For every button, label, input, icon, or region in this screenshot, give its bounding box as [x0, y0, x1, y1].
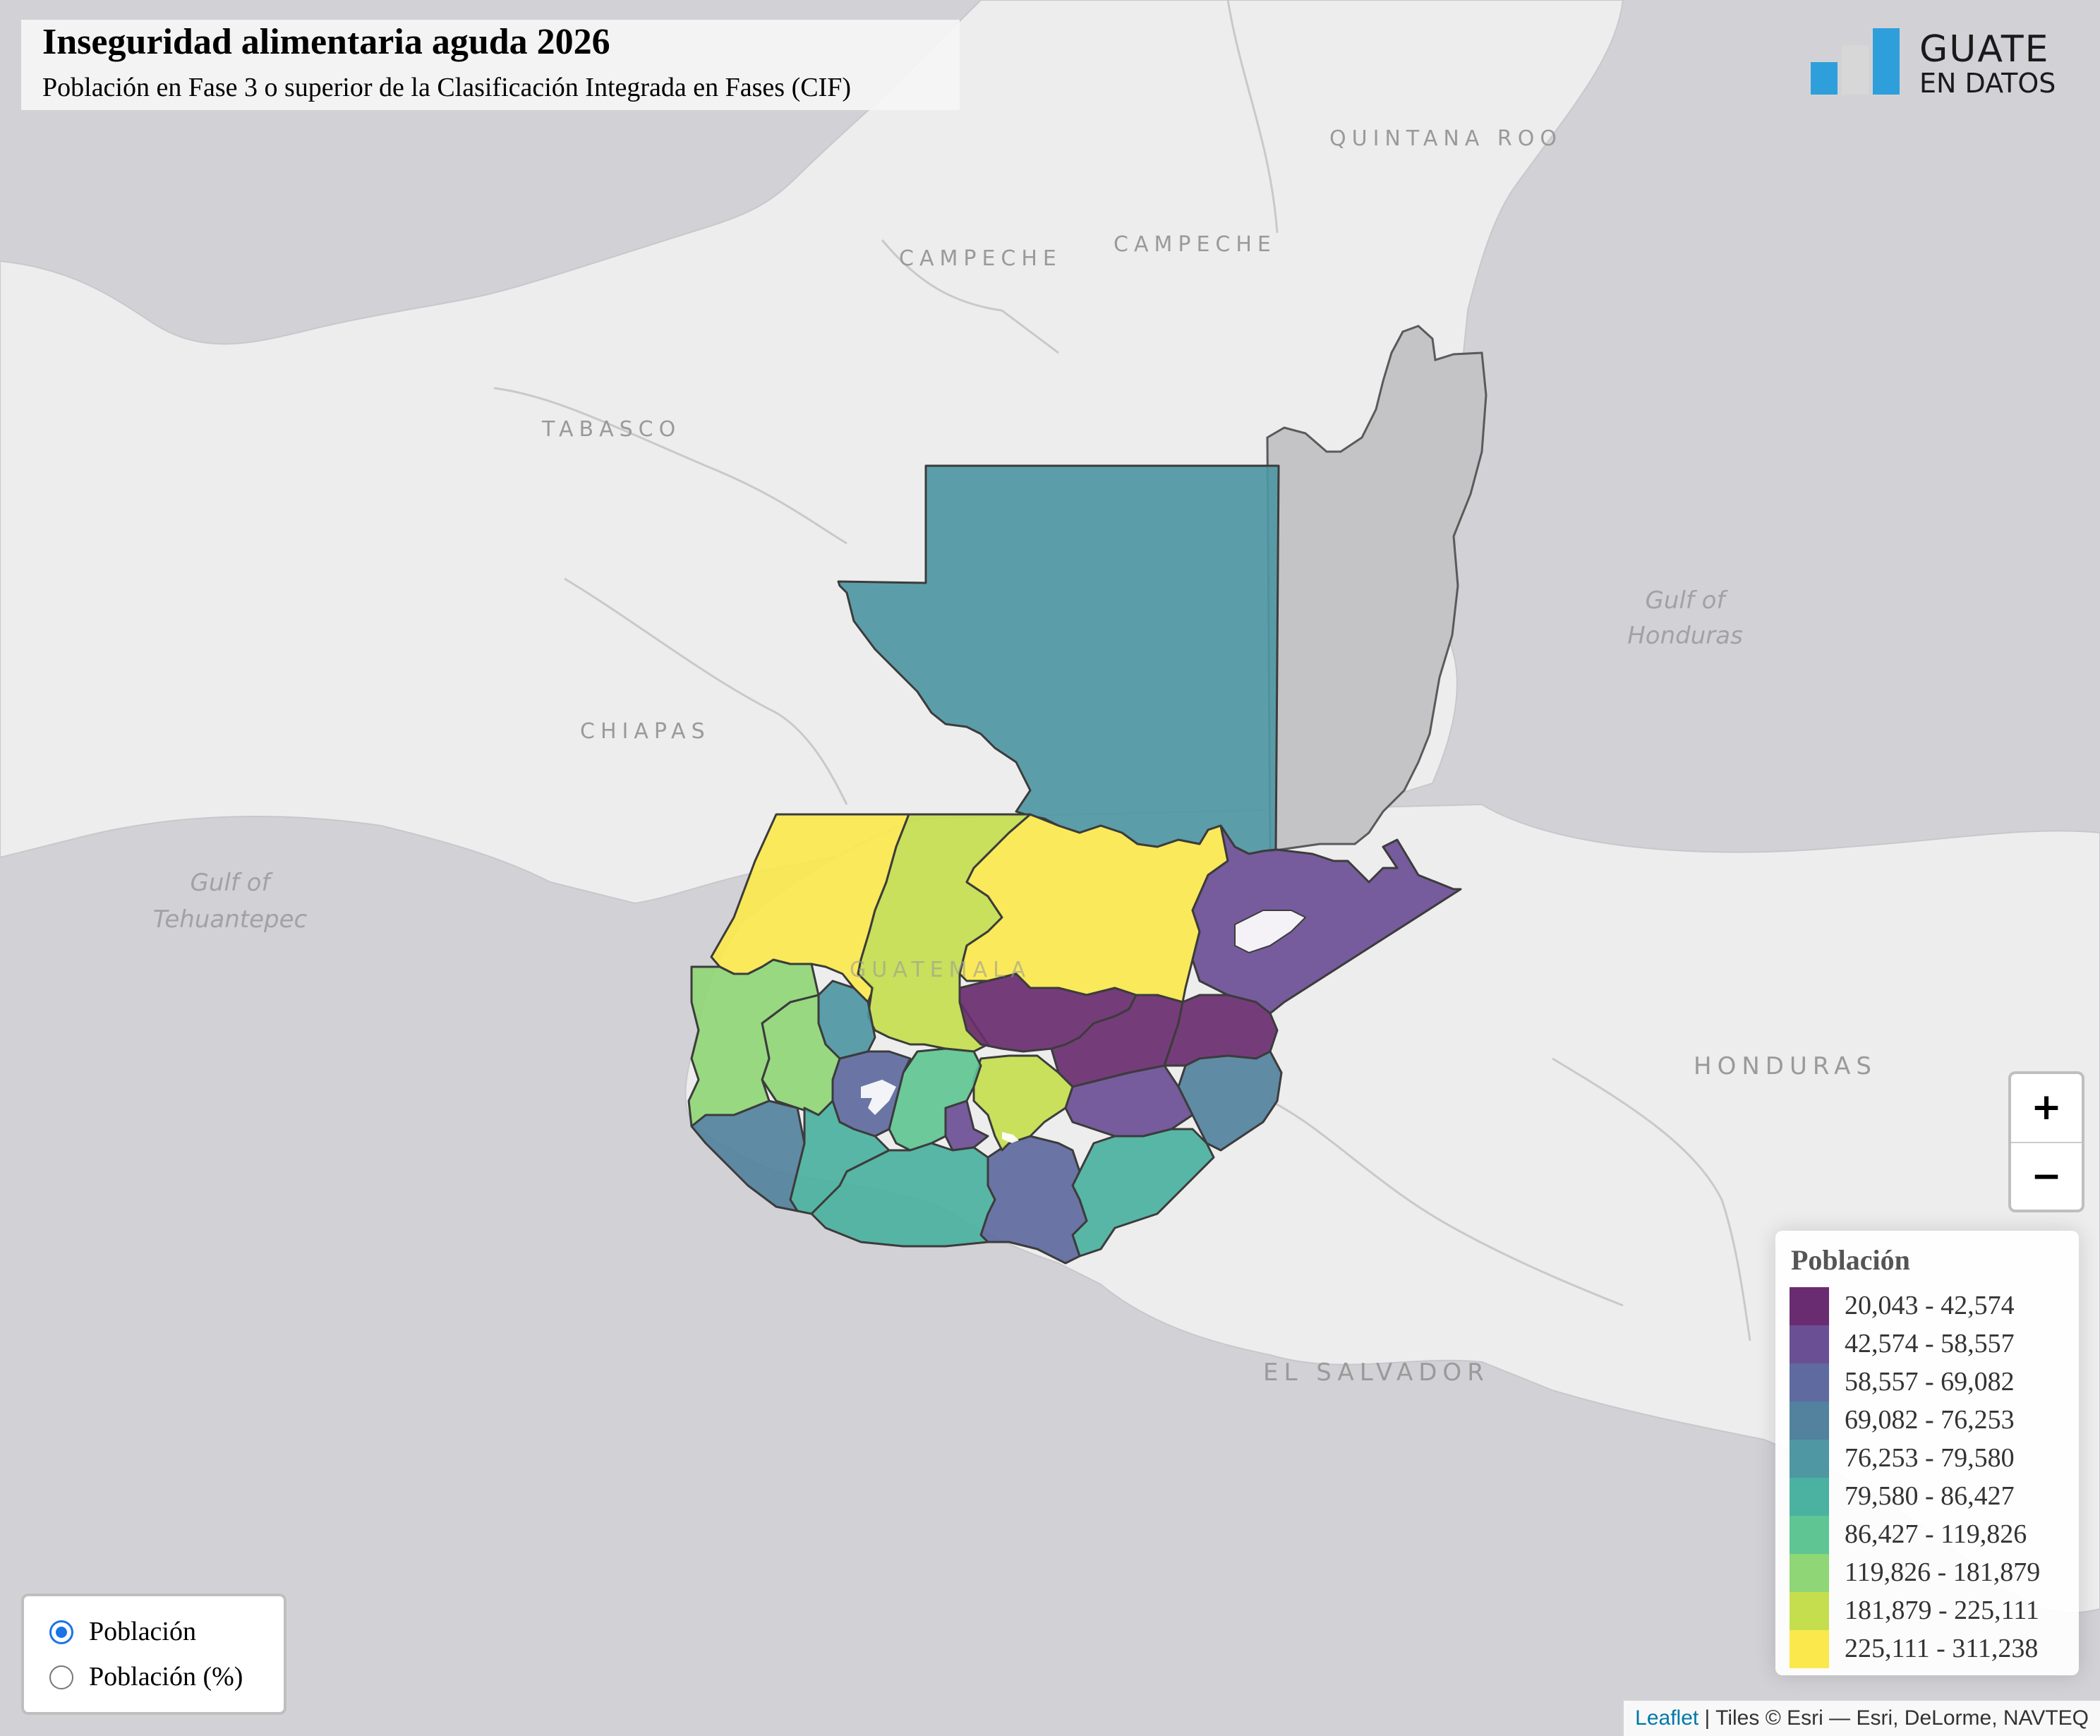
legend-label: 76,253 - 79,580	[1845, 1443, 2015, 1473]
layer-label-poblacion-pct: Población (%)	[89, 1662, 243, 1692]
basemap-borders	[493, 0, 1751, 1342]
label-guatemala: GUATEMALA	[850, 958, 1031, 982]
dept-santa-rosa[interactable]	[979, 1135, 1088, 1265]
guatemala-departments[interactable]	[687, 464, 1462, 1265]
guate-en-datos-logo: GUATE EN DATOS	[1806, 28, 2075, 106]
legend-swatch	[1790, 1440, 1829, 1478]
legend-swatch	[1790, 1630, 1829, 1668]
logo-line2: EN DATOS	[1919, 68, 2056, 99]
dept-zacapa[interactable]	[1163, 994, 1279, 1067]
attribution: Leaflet | Tiles © Esri — Esri, DeLorme, …	[1624, 1701, 2100, 1736]
zoom-out-button[interactable]: −	[2011, 1142, 2082, 1211]
label-gulf-tehuantepec-2: Tehuantepec	[153, 905, 308, 934]
dept-retalhuleu[interactable]	[690, 1099, 806, 1212]
label-campeche-2: CAMPECHE	[1114, 232, 1277, 257]
attribution-text: | Tiles © Esri — Esri, DeLorme, NAVTEQ	[1698, 1706, 2089, 1730]
label-gulf-honduras-2: Honduras	[1627, 622, 1743, 650]
label-honduras: HONDURAS	[1694, 1052, 1877, 1080]
label-gulf-honduras-1: Gulf of	[1646, 586, 1729, 615]
layer-label-poblacion: Población	[89, 1617, 196, 1646]
dept-izabal[interactable]	[1191, 824, 1462, 1015]
dept-jalapa[interactable]	[1064, 1064, 1194, 1138]
zoom-in-button[interactable]: +	[2031, 1086, 2062, 1128]
dept-solola-lake	[861, 1080, 896, 1115]
dept-izabal-lake	[1234, 910, 1306, 953]
map-title: Inseguridad alimentaria aguda 2026	[42, 22, 610, 62]
legend-swatch	[1790, 1287, 1829, 1325]
map-subtitle: Población en Fase 3 o superior de la Cla…	[42, 73, 852, 102]
logo-line1: GUATE	[1919, 28, 2050, 71]
legend-swatch	[1790, 1363, 1829, 1402]
legend-swatch	[1790, 1402, 1829, 1440]
legend-swatch	[1790, 1592, 1829, 1630]
label-el-salvador: EL SALVADOR	[1263, 1358, 1490, 1387]
dept-sacatepequez[interactable]	[944, 1099, 989, 1152]
legend-label: 42,574 - 58,557	[1845, 1329, 2015, 1358]
legend-label: 69,082 - 76,253	[1845, 1405, 2015, 1435]
legend-swatch	[1790, 1325, 1829, 1363]
label-tabasco: TABASCO	[541, 417, 681, 442]
map-title-box: Inseguridad alimentaria aguda 2026 Pobla…	[21, 20, 960, 110]
legend-swatch	[1790, 1554, 1829, 1592]
legend-title: Población	[1791, 1244, 1910, 1276]
label-quintana-roo: QUINTANA ROO	[1329, 126, 1562, 151]
legend-label: 119,826 - 181,879	[1845, 1557, 2041, 1587]
legend-label: 181,879 - 225,111	[1845, 1596, 2039, 1625]
legend-swatch	[1790, 1516, 1829, 1554]
legend-label: 225,111 - 311,238	[1845, 1634, 2039, 1663]
leaflet-link[interactable]: Leaflet	[1635, 1706, 1699, 1730]
label-campeche-1: CAMPECHE	[899, 246, 1062, 271]
dept-quetzaltenango[interactable]	[761, 994, 841, 1116]
legend-swatch	[1790, 1478, 1829, 1516]
legend-label: 58,557 - 69,082	[1845, 1367, 2015, 1397]
belize-region	[1266, 325, 1488, 852]
layer-selector: Población Población (%)	[21, 1593, 286, 1715]
zoom-control: + −	[2008, 1071, 2084, 1212]
label-gulf-tehuantepec-1: Gulf of	[191, 869, 274, 897]
legend-label: 79,580 - 86,427	[1845, 1481, 2015, 1511]
dept-guatemala-hole	[1002, 1132, 1019, 1143]
legend-label: 20,043 - 42,574	[1845, 1291, 2015, 1320]
radio-poblacion-pct[interactable]	[49, 1665, 73, 1689]
dept-san-marcos[interactable]	[687, 958, 820, 1128]
legend-label: 86,427 - 119,826	[1845, 1519, 2027, 1549]
label-chiapas: CHIAPAS	[580, 719, 711, 744]
legend: Población 20,043 - 42,574 42,574 - 58,557…	[1775, 1231, 2079, 1675]
radio-poblacion[interactable]	[49, 1620, 73, 1644]
dept-guatemala[interactable]	[972, 1054, 1074, 1152]
